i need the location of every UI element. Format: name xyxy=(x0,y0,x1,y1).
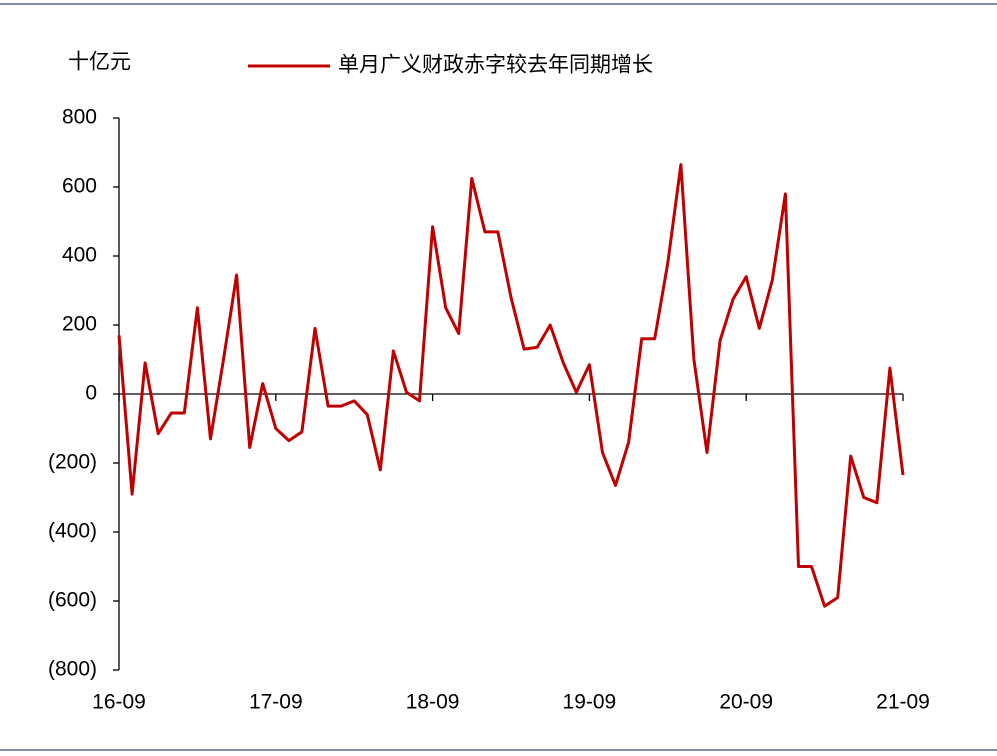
y-tick-label: (800) xyxy=(48,658,97,681)
x-tick-label: 21-09 xyxy=(876,691,930,714)
data-line xyxy=(117,163,905,608)
y-tick-label: (600) xyxy=(48,589,97,612)
legend-label: 单月广义财政赤字较去年同期增长 xyxy=(338,54,653,77)
x-tick-label: 17-09 xyxy=(249,691,303,714)
y-tick-label: (400) xyxy=(48,520,97,543)
y-tick-label: 0 xyxy=(85,382,97,405)
unit-label: 十亿元 xyxy=(68,51,131,74)
x-tick-label: 20-09 xyxy=(719,691,773,714)
x-tick-label: 18-09 xyxy=(406,691,460,714)
y-tick-label: (200) xyxy=(48,451,97,474)
x-tick-label: 19-09 xyxy=(563,691,617,714)
y-tick-label: 600 xyxy=(62,175,97,198)
x-tick-label: 16-09 xyxy=(92,691,146,714)
y-tick-label: 200 xyxy=(62,313,97,336)
y-tick-label: 800 xyxy=(62,106,97,129)
y-tick-label: 400 xyxy=(62,244,97,267)
